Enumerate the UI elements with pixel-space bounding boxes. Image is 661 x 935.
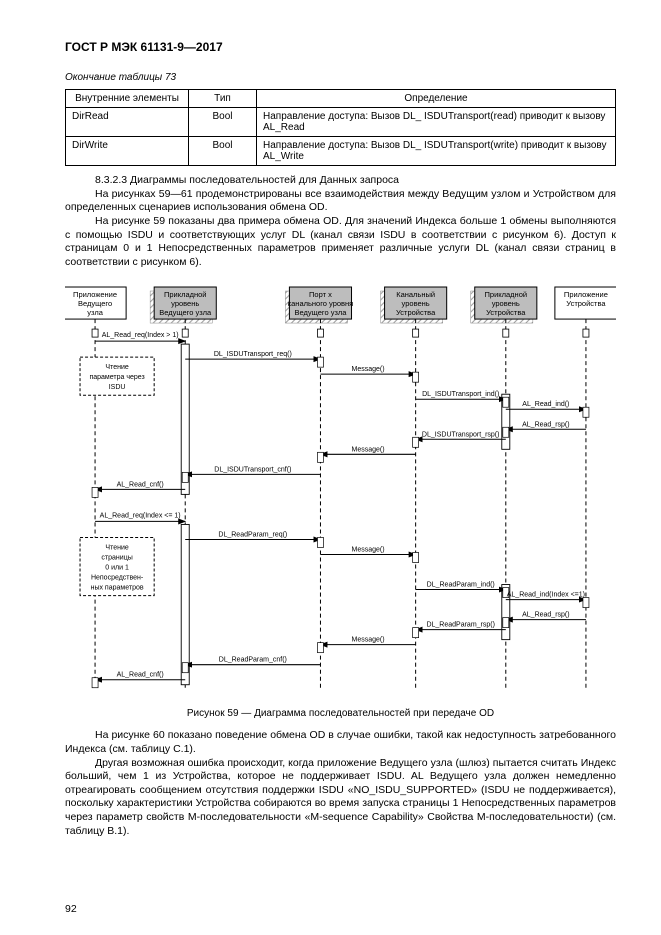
svg-text:Message(): Message() bbox=[352, 367, 385, 374]
th-type: Тип bbox=[189, 90, 257, 108]
svg-text:Устройства: Устройства bbox=[566, 300, 606, 309]
svg-text:Устройства: Устройства bbox=[396, 309, 436, 318]
page: ГОСТ Р МЭК 61131-9—2017 Окончание таблиц… bbox=[0, 0, 661, 935]
svg-text:Прикладной: Прикладной bbox=[164, 291, 207, 300]
para4: Другая возможная ошибка происходит, когд… bbox=[65, 757, 616, 839]
cell-def: Направление доступа: Вызов DL_ ISDUTrans… bbox=[257, 108, 616, 137]
svg-text:Message(): Message() bbox=[352, 547, 385, 554]
svg-text:AL_Read_req(Index > 1): AL_Read_req(Index > 1) bbox=[102, 333, 179, 340]
params-table: Внутренние элементы Тип Определение DirR… bbox=[65, 89, 616, 166]
svg-text:параметра через: параметра через bbox=[89, 375, 144, 382]
svg-text:Ведущего узла: Ведущего узла bbox=[295, 309, 348, 318]
cell-el: DirWrite bbox=[66, 137, 189, 166]
svg-text:ных параметров: ных параметров bbox=[91, 585, 144, 592]
table-row: DirRead Bool Направление доступа: Вызов … bbox=[66, 108, 616, 137]
th-def: Определение bbox=[257, 90, 616, 108]
svg-text:Чтение: Чтение bbox=[105, 365, 128, 372]
table-header-row: Внутренние элементы Тип Определение bbox=[66, 90, 616, 108]
svg-text:Прикладной: Прикладной bbox=[485, 291, 528, 300]
svg-text:ISDU: ISDU bbox=[109, 385, 126, 392]
svg-text:AL_Read_cnf(): AL_Read_cnf() bbox=[117, 482, 164, 489]
cell-def: Направление доступа: Вызов DL_ ISDUTrans… bbox=[257, 137, 616, 166]
svg-text:0 или 1: 0 или 1 bbox=[105, 565, 129, 572]
svg-text:страницы: страницы bbox=[101, 555, 132, 562]
para1: На рисунках 59—61 продемонстрированы все… bbox=[65, 188, 616, 215]
svg-text:AL_Read_req(Index <= 1): AL_Read_req(Index <= 1) bbox=[100, 513, 181, 520]
svg-text:уровень: уровень bbox=[492, 300, 520, 309]
svg-text:уровень: уровень bbox=[402, 300, 430, 309]
svg-text:DL_ReadParam_req(): DL_ReadParam_req() bbox=[218, 532, 287, 539]
svg-text:Message(): Message() bbox=[352, 447, 385, 454]
svg-text:AL_Read_cnf(): AL_Read_cnf() bbox=[117, 672, 164, 679]
section-heading: 8.3.2.3 Диаграммы последовательностей дл… bbox=[65, 174, 616, 188]
svg-text:DL_ReadParam_ind(): DL_ReadParam_ind() bbox=[427, 582, 495, 589]
table-row: DirWrite Bool Направление доступа: Вызов… bbox=[66, 137, 616, 166]
svg-text:Ведущего узла: Ведущего узла bbox=[159, 309, 212, 318]
cell-el: DirRead bbox=[66, 108, 189, 137]
svg-text:DL_ISDUTransport_req(): DL_ISDUTransport_req() bbox=[214, 352, 292, 359]
svg-text:уровень: уровень bbox=[171, 300, 199, 309]
svg-text:DL_ISDUTransport_rsp(): DL_ISDUTransport_rsp() bbox=[422, 432, 500, 439]
svg-text:DL_ReadParam_rsp(): DL_ReadParam_rsp() bbox=[426, 622, 494, 629]
svg-text:AL_Read_rsp(): AL_Read_rsp() bbox=[522, 422, 569, 429]
svg-text:Канальный: Канальный bbox=[396, 291, 435, 300]
svg-text:Непосредствен-: Непосредствен- bbox=[91, 575, 144, 582]
svg-text:канального уровня: канального уровня bbox=[288, 300, 354, 309]
figure-caption: Рисунок 59 — Диаграмма последовательност… bbox=[65, 708, 616, 719]
doc-header: ГОСТ Р МЭК 61131-9—2017 bbox=[65, 40, 616, 54]
para3: На рисунке 60 показано поведение обмена … bbox=[65, 729, 616, 756]
table-caption: Окончание таблицы 73 bbox=[65, 72, 616, 83]
page-number: 92 bbox=[65, 903, 77, 915]
cell-type: Bool bbox=[189, 108, 257, 137]
svg-text:AL_Read_ind(Index <=1): AL_Read_ind(Index <=1) bbox=[507, 592, 585, 599]
svg-text:Ведущего: Ведущего bbox=[78, 300, 112, 309]
svg-text:DL_ISDUTransport_cnf(): DL_ISDUTransport_cnf() bbox=[214, 467, 291, 474]
svg-text:узла: узла bbox=[87, 309, 103, 318]
svg-text:Порт x: Порт x bbox=[309, 291, 332, 300]
para2: На рисунке 59 показаны два примера обмен… bbox=[65, 215, 616, 270]
cell-type: Bool bbox=[189, 137, 257, 166]
sequence-diagram: ПриложениеВедущегоузлаПрикладнойуровеньВ… bbox=[65, 279, 616, 700]
svg-text:Устройства: Устройства bbox=[486, 309, 526, 318]
svg-text:Приложение: Приложение bbox=[73, 291, 117, 300]
sequence-svg: ПриложениеВедущегоузлаПрикладнойуровеньВ… bbox=[65, 279, 616, 700]
svg-text:AL_Read_ind(): AL_Read_ind() bbox=[522, 402, 569, 409]
svg-text:DL_ISDUTransport_ind(): DL_ISDUTransport_ind() bbox=[422, 392, 499, 399]
svg-text:Приложение: Приложение bbox=[564, 291, 608, 300]
svg-text:Чтение: Чтение bbox=[105, 545, 128, 552]
svg-text:DL_ReadParam_cnf(): DL_ReadParam_cnf() bbox=[219, 657, 287, 664]
svg-text:AL_Read_rsp(): AL_Read_rsp() bbox=[522, 612, 569, 619]
th-element: Внутренние элементы bbox=[66, 90, 189, 108]
svg-text:Message(): Message() bbox=[352, 637, 385, 644]
